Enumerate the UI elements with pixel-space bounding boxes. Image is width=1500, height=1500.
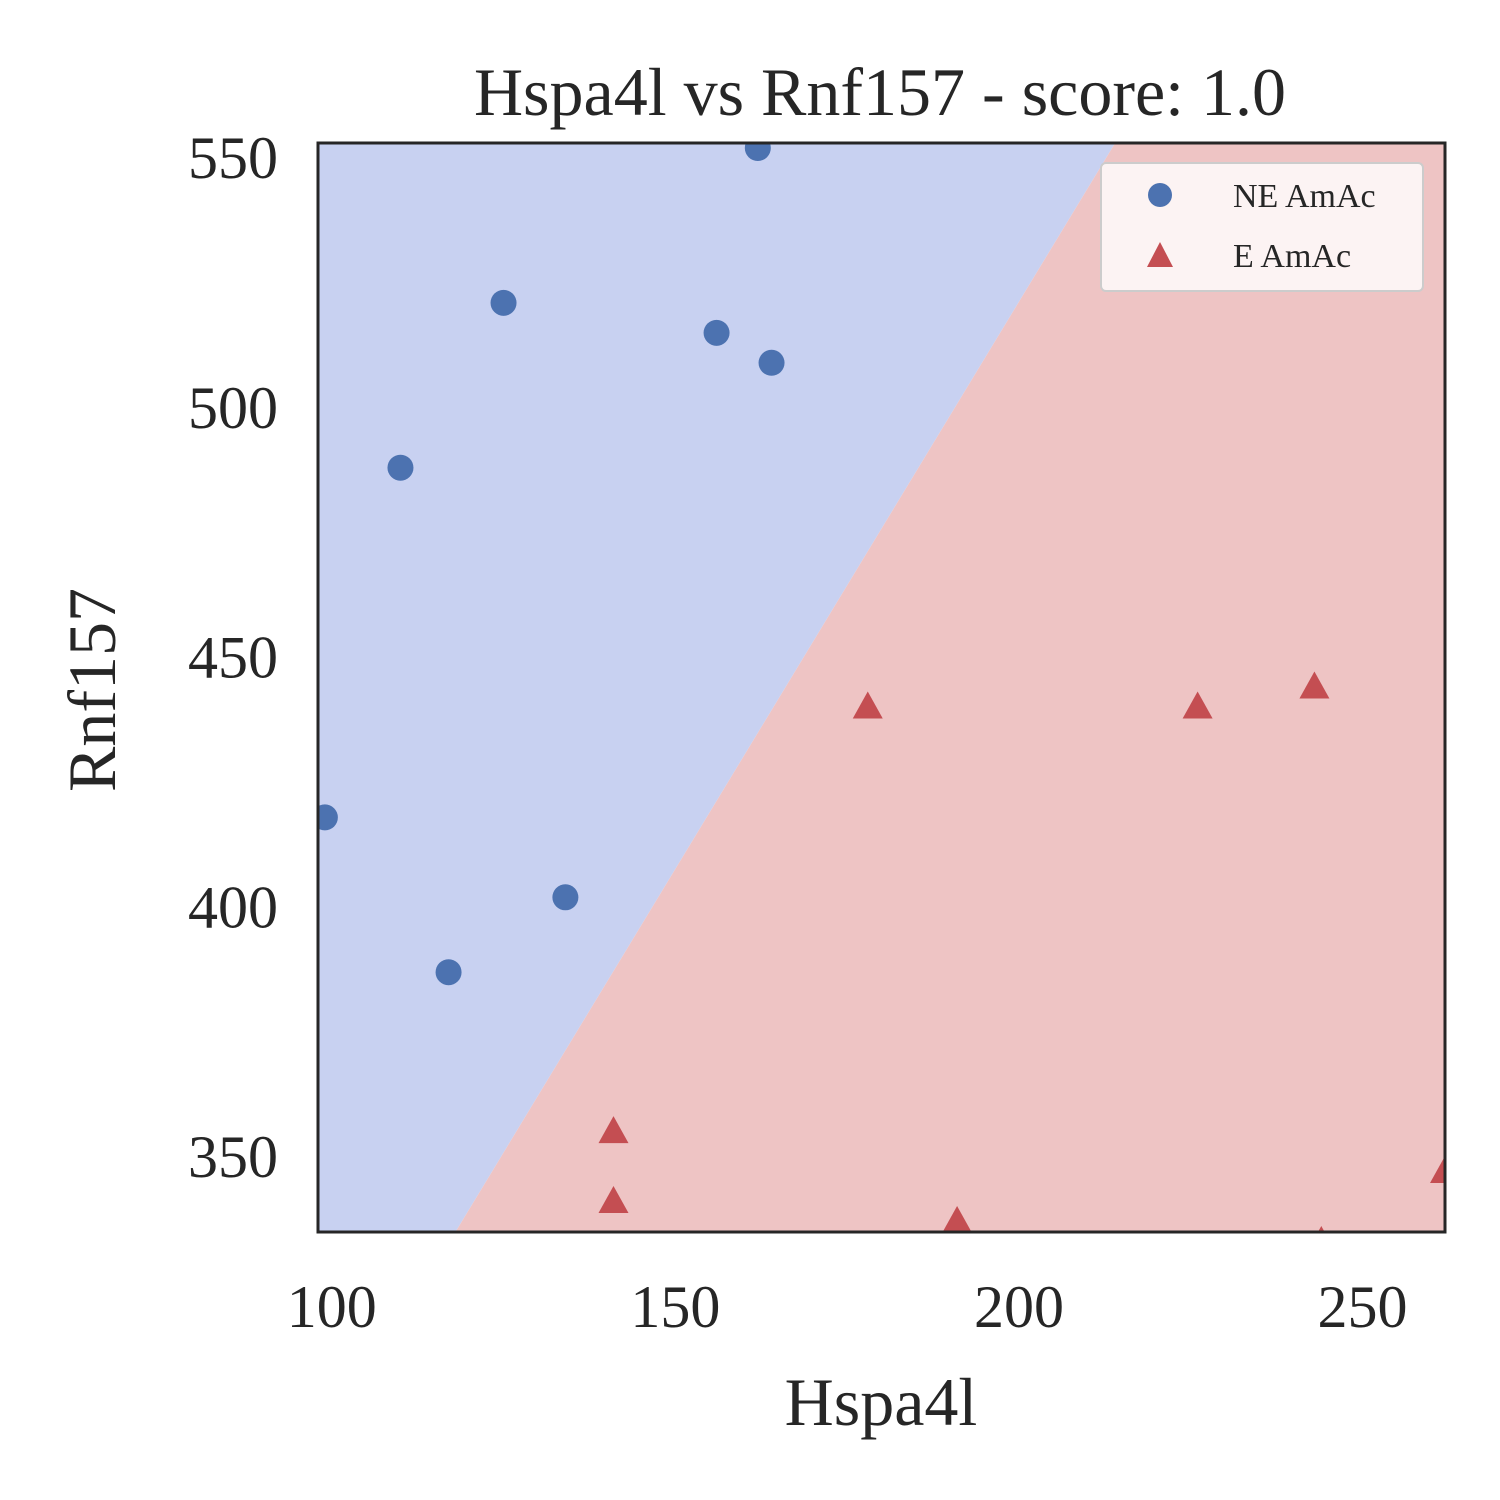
legend-marker-ne-amac <box>1148 183 1172 207</box>
ne-amac-point-2 <box>703 319 730 346</box>
e-amac-point-5 <box>942 1206 972 1232</box>
y-axis-label: Rnf157 <box>54 588 130 792</box>
legend-label-ne-amac: NE AmAc <box>1233 178 1376 215</box>
e-amac-point-0 <box>852 691 883 719</box>
chart-title: Hspa4l vs Rnf157 - score: 1.0 <box>474 54 1286 130</box>
e-amac-point-1 <box>1182 691 1213 719</box>
x-axis-label: Hspa4l <box>785 1364 978 1440</box>
ne-amac-point-1 <box>490 289 517 316</box>
ne-amac-point-6 <box>552 884 579 911</box>
ne-amac-point-3 <box>758 349 785 376</box>
x-axis-ticks: 100 150 200 250 <box>287 1274 1408 1340</box>
x-tick-label-150: 150 <box>630 1274 720 1340</box>
e-amac-point-6 <box>1317 1225 1325 1232</box>
ne-amac-point-5 <box>318 804 338 831</box>
ne-amac-point-4 <box>387 454 414 481</box>
legend-box <box>1100 162 1424 292</box>
legend-label-e-amac: E AmAc <box>1233 238 1351 275</box>
legend: NE AmAc E AmAc <box>1100 162 1424 292</box>
e-amac-point-3 <box>598 1116 629 1144</box>
x-tick-label-100: 100 <box>287 1274 377 1340</box>
x-tick-label-250: 250 <box>1318 1274 1408 1340</box>
region-ne-amac <box>318 143 1116 1232</box>
y-tick-label-500: 500 <box>188 375 278 441</box>
y-tick-label-350: 350 <box>188 1124 278 1190</box>
region-e-amac <box>455 143 1445 1232</box>
plot-frame <box>316 141 1447 1234</box>
e-amac-point-2 <box>1299 671 1330 699</box>
points-layer <box>318 143 1445 1232</box>
y-tick-label-450: 450 <box>188 625 278 691</box>
y-axis-ticks: 350 400 450 500 550 <box>188 125 278 1190</box>
ne-amac-point-0 <box>744 143 771 161</box>
legend-marker-e-amac <box>1147 242 1173 267</box>
e-amac-point-7 <box>1430 1156 1445 1184</box>
plot-area <box>318 143 1445 1232</box>
ne-amac-point-7 <box>435 959 462 986</box>
e-amac-point-4 <box>598 1186 629 1214</box>
y-tick-label-400: 400 <box>188 874 278 940</box>
y-tick-label-550: 550 <box>188 125 278 191</box>
x-tick-label-200: 200 <box>974 1274 1064 1340</box>
